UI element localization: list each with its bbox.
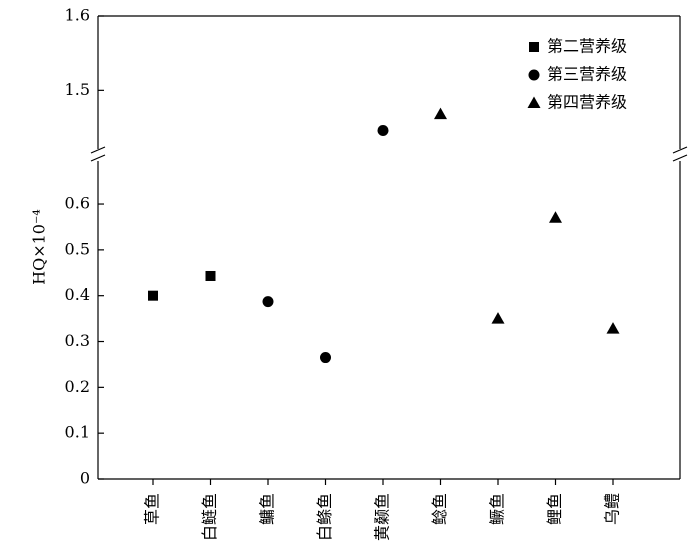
- point: [205, 270, 216, 281]
- point: [549, 211, 562, 223]
- point: [262, 296, 274, 308]
- y-tick-label: 0.1: [65, 423, 90, 442]
- x-tick-label: 黄颡鱼: [373, 493, 392, 541]
- point: [491, 312, 505, 324]
- legend-marker: [528, 69, 540, 81]
- point: [606, 322, 620, 334]
- y-tick-label: 1.5: [65, 80, 90, 99]
- axis-break: [90, 154, 106, 162]
- x-tick-label: 鳜鱼: [488, 493, 507, 525]
- x-tick-label: 白鲢鱼: [200, 493, 219, 541]
- legend-label: 第三营养级: [547, 65, 627, 84]
- legend-label: 第四营养级: [547, 93, 627, 112]
- point: [320, 352, 331, 364]
- y-tick-label: 0.3: [65, 331, 90, 350]
- y-axis-label: HQ×10⁻⁴: [30, 209, 49, 285]
- x-tick-label: 鲤鱼: [545, 493, 564, 525]
- x-tick-label: 乌鳢: [603, 493, 622, 525]
- legend-marker: [529, 42, 539, 52]
- point: [434, 107, 447, 120]
- y-tick-label: 0: [80, 469, 90, 488]
- x-tick-label: 鲶鱼: [430, 493, 449, 525]
- point: [148, 290, 158, 301]
- y-tick-label: 0.6: [65, 194, 90, 213]
- axis-break: [672, 146, 688, 154]
- legend-marker: [527, 96, 541, 108]
- y-tick-label: 1.6: [65, 6, 90, 25]
- x-tick-label: 鳙鱼: [258, 493, 277, 525]
- y-tick-label: 0.4: [65, 285, 90, 304]
- legend-label: 第二营养级: [547, 37, 627, 56]
- y-tick-label: 0.2: [65, 377, 90, 396]
- x-tick-label: 草鱼: [143, 493, 162, 525]
- x-tick-label: 白鲦鱼: [315, 493, 334, 541]
- point: [377, 124, 389, 136]
- axis-break: [672, 154, 688, 162]
- axis-break: [90, 146, 106, 154]
- y-tick-label: 0.5: [65, 239, 90, 258]
